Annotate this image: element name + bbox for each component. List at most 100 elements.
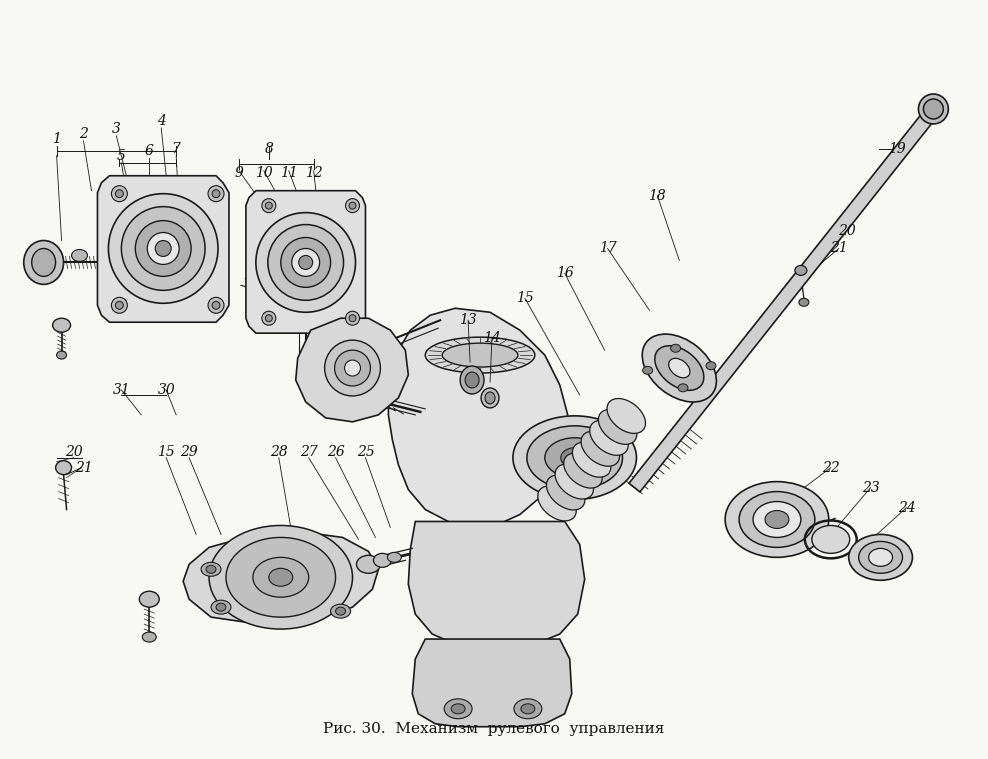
Polygon shape	[412, 639, 572, 726]
Ellipse shape	[849, 534, 913, 581]
Text: 8: 8	[265, 142, 274, 156]
Ellipse shape	[346, 311, 360, 325]
Polygon shape	[629, 115, 932, 492]
Text: 22: 22	[822, 461, 840, 474]
Ellipse shape	[795, 266, 807, 276]
Text: 25: 25	[357, 445, 374, 458]
Ellipse shape	[226, 537, 336, 617]
Ellipse shape	[208, 186, 224, 202]
Text: 17: 17	[599, 241, 617, 256]
Text: 14: 14	[483, 331, 501, 345]
Ellipse shape	[202, 562, 221, 576]
Ellipse shape	[443, 343, 518, 367]
Ellipse shape	[345, 360, 361, 376]
Ellipse shape	[147, 232, 179, 264]
Ellipse shape	[281, 238, 331, 288]
Ellipse shape	[216, 603, 226, 611]
Ellipse shape	[142, 632, 156, 642]
Text: 20: 20	[64, 445, 82, 458]
Ellipse shape	[485, 392, 495, 404]
Ellipse shape	[465, 372, 479, 388]
Ellipse shape	[212, 190, 220, 197]
Ellipse shape	[335, 350, 370, 386]
Text: 21: 21	[830, 241, 848, 256]
Ellipse shape	[671, 345, 681, 352]
Ellipse shape	[262, 199, 276, 213]
Ellipse shape	[527, 426, 622, 490]
Ellipse shape	[212, 301, 220, 309]
Text: 27: 27	[299, 445, 317, 458]
Ellipse shape	[331, 604, 351, 618]
Ellipse shape	[387, 553, 401, 562]
Text: 6: 6	[145, 144, 154, 158]
Ellipse shape	[291, 248, 320, 276]
Ellipse shape	[655, 346, 703, 390]
Ellipse shape	[116, 301, 124, 309]
Text: 26: 26	[327, 445, 345, 458]
Ellipse shape	[253, 557, 308, 597]
Ellipse shape	[256, 213, 356, 312]
Ellipse shape	[812, 525, 850, 553]
Ellipse shape	[642, 334, 716, 402]
Text: 1: 1	[52, 132, 61, 146]
Text: 30: 30	[157, 383, 175, 397]
Ellipse shape	[56, 351, 66, 359]
Ellipse shape	[868, 549, 892, 566]
Ellipse shape	[859, 541, 902, 573]
Ellipse shape	[514, 699, 541, 719]
Ellipse shape	[521, 704, 535, 713]
Ellipse shape	[298, 256, 312, 269]
Ellipse shape	[32, 248, 55, 276]
Ellipse shape	[266, 315, 273, 322]
Polygon shape	[408, 521, 585, 647]
Text: 28: 28	[270, 445, 288, 458]
Text: 24: 24	[898, 500, 915, 515]
Ellipse shape	[799, 298, 809, 307]
Ellipse shape	[116, 190, 124, 197]
Ellipse shape	[546, 475, 585, 510]
Ellipse shape	[445, 699, 472, 719]
Text: 4: 4	[157, 114, 166, 128]
Ellipse shape	[349, 315, 356, 322]
Text: 15: 15	[157, 445, 175, 458]
Ellipse shape	[678, 384, 688, 392]
Ellipse shape	[269, 568, 292, 586]
Ellipse shape	[24, 241, 63, 285]
Text: 16: 16	[556, 266, 574, 280]
Text: 15: 15	[516, 291, 534, 305]
Text: 20: 20	[838, 224, 856, 238]
Ellipse shape	[561, 448, 589, 468]
Ellipse shape	[537, 486, 576, 521]
Text: 29: 29	[180, 445, 198, 458]
Ellipse shape	[155, 241, 171, 257]
Ellipse shape	[725, 482, 829, 557]
Text: 13: 13	[459, 313, 477, 327]
Ellipse shape	[581, 431, 619, 466]
Ellipse shape	[346, 199, 360, 213]
Ellipse shape	[373, 553, 391, 567]
Text: 23: 23	[862, 480, 879, 495]
Ellipse shape	[112, 186, 127, 202]
Ellipse shape	[425, 337, 535, 373]
Ellipse shape	[924, 99, 944, 119]
Ellipse shape	[669, 358, 690, 378]
Ellipse shape	[266, 202, 273, 209]
Text: 7: 7	[172, 142, 181, 156]
Ellipse shape	[349, 202, 356, 209]
Ellipse shape	[607, 398, 645, 433]
Text: 18: 18	[648, 189, 666, 203]
Ellipse shape	[135, 221, 191, 276]
Text: 12: 12	[304, 165, 322, 180]
Ellipse shape	[481, 388, 499, 408]
Text: 2: 2	[79, 127, 88, 141]
Ellipse shape	[919, 94, 948, 124]
Ellipse shape	[208, 298, 224, 313]
Ellipse shape	[325, 340, 380, 396]
Ellipse shape	[71, 250, 88, 261]
Polygon shape	[98, 176, 229, 323]
Ellipse shape	[642, 367, 653, 374]
Ellipse shape	[555, 464, 594, 499]
Ellipse shape	[564, 453, 603, 488]
Ellipse shape	[209, 525, 353, 629]
Polygon shape	[246, 191, 366, 333]
